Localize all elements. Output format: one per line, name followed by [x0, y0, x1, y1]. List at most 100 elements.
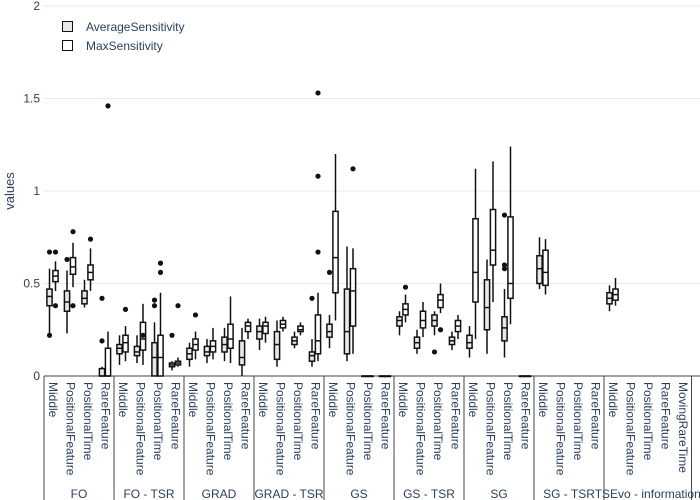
outlier-point — [501, 212, 508, 218]
x-tick-label: PositionalFeature — [623, 382, 637, 476]
box-body — [297, 325, 304, 333]
outlier-point — [87, 236, 94, 242]
legend-swatch-max-sensitivity — [62, 40, 73, 51]
x-tick-label: Middle — [256, 382, 270, 418]
x-tick-label: Middle — [466, 382, 480, 418]
x-tick-label: PositionalFeature — [343, 382, 357, 476]
box-body — [419, 310, 427, 329]
x-tick-label: Middle — [46, 382, 60, 418]
outlier-point — [437, 327, 444, 333]
x-tick-label: PositionalTime — [81, 382, 95, 461]
outlier-point — [52, 249, 59, 255]
outlier-point — [122, 306, 129, 312]
x-tick-label: PositionalTime — [291, 382, 305, 461]
y-tick-label: 0.5 — [23, 277, 40, 291]
outlier-point — [326, 269, 333, 275]
box-body — [203, 345, 211, 357]
group-label: GRAD - TSR — [254, 487, 323, 500]
x-tick-label: RareFeature — [308, 382, 322, 450]
outlier-point — [99, 295, 105, 301]
outlier-point — [105, 103, 111, 109]
x-tick-label: Middle — [326, 382, 340, 418]
y-tick-label: 1.5 — [23, 92, 40, 106]
group-label: FO - TSR — [123, 487, 174, 500]
x-tick-label: PositionalFeature — [273, 382, 287, 476]
x-tick-label: RareFeature — [238, 382, 252, 450]
x-tick-label: RareFeature — [98, 382, 112, 450]
legend: AverageSensitivity MaxSensitivity — [62, 17, 185, 55]
x-tick-label: PositionalFeature — [203, 382, 217, 476]
legend-label: MaxSensitivity — [86, 38, 163, 53]
outlier-point — [64, 256, 70, 263]
outlier-point — [175, 303, 181, 309]
x-tick-label: PositionalFeature — [553, 382, 567, 476]
x-tick-label: PositionalTime — [431, 382, 445, 461]
x-tick-label: PositionalFeature — [483, 382, 497, 476]
x-tick-label: Middle — [116, 382, 130, 418]
box-body — [227, 323, 234, 350]
group-label: SG — [490, 487, 507, 500]
box-body — [244, 321, 252, 333]
box-body — [542, 249, 549, 287]
legend-label: AverageSensitivity — [86, 19, 185, 34]
legend-item-average-sensitivity[interactable]: AverageSensitivity — [62, 17, 185, 36]
outlier-point — [140, 332, 146, 338]
x-tick-label: PositionalTime — [151, 382, 165, 461]
outlier-point — [350, 166, 356, 172]
outlier-point — [501, 266, 508, 272]
outlier-point — [315, 90, 321, 96]
x-tick-label: MovingRareTime — [676, 382, 690, 473]
outlier-point — [52, 303, 59, 309]
group-label: TSEvo - information — [595, 487, 700, 500]
x-tick-label: Middle — [396, 382, 410, 418]
box-body — [507, 216, 514, 300]
box-body — [396, 316, 403, 327]
x-tick-label: RareFeature — [378, 382, 392, 450]
outlier-point — [99, 338, 105, 344]
outlier-point — [70, 303, 76, 309]
box-body — [483, 279, 491, 331]
box-body — [466, 334, 473, 349]
x-tick-label: Middle — [606, 382, 620, 418]
legend-item-max-sensitivity[interactable]: MaxSensitivity — [62, 36, 185, 55]
box-body — [262, 321, 269, 335]
box-body — [308, 351, 316, 362]
group-label: GRAD — [202, 487, 237, 500]
outlier-point — [46, 332, 53, 338]
outlier-point — [169, 332, 175, 338]
x-tick-label: PositionalTime — [361, 382, 375, 461]
box-body — [104, 347, 112, 377]
x-tick-label: RareFeature — [518, 382, 532, 450]
outlier-point — [157, 260, 164, 266]
box-body — [256, 325, 263, 340]
group-label: GS - TSR — [403, 487, 455, 500]
group-label: SG - TSR — [543, 487, 595, 500]
x-tick-label: RareFeature — [168, 382, 182, 450]
group-label: FO — [71, 487, 88, 500]
box-body — [81, 290, 88, 305]
outlier-point — [315, 173, 321, 179]
x-tick-label: PositionalFeature — [63, 382, 77, 476]
y-tick-label: 1 — [33, 184, 40, 198]
outlier-point — [151, 297, 158, 303]
x-tick-label: PositionalTime — [221, 382, 235, 461]
box-body — [98, 367, 106, 377]
box-body — [343, 288, 351, 355]
outlier-point — [70, 229, 76, 235]
box-body — [349, 267, 357, 327]
box-body — [151, 341, 158, 377]
outlier-point — [157, 269, 164, 275]
y-tick-label: 0 — [33, 369, 40, 383]
x-tick-label: RareFeature — [588, 382, 602, 450]
box-body — [501, 316, 508, 342]
box-body — [157, 334, 164, 377]
outlier-point — [192, 312, 199, 318]
outlier-point — [402, 284, 409, 290]
outlier-point — [309, 295, 315, 301]
box-body — [273, 330, 281, 361]
box-body — [116, 343, 123, 355]
box-body — [238, 340, 246, 366]
box-body — [326, 323, 333, 338]
box-body — [46, 288, 53, 307]
x-tick-label: PositionalTime — [571, 382, 585, 461]
